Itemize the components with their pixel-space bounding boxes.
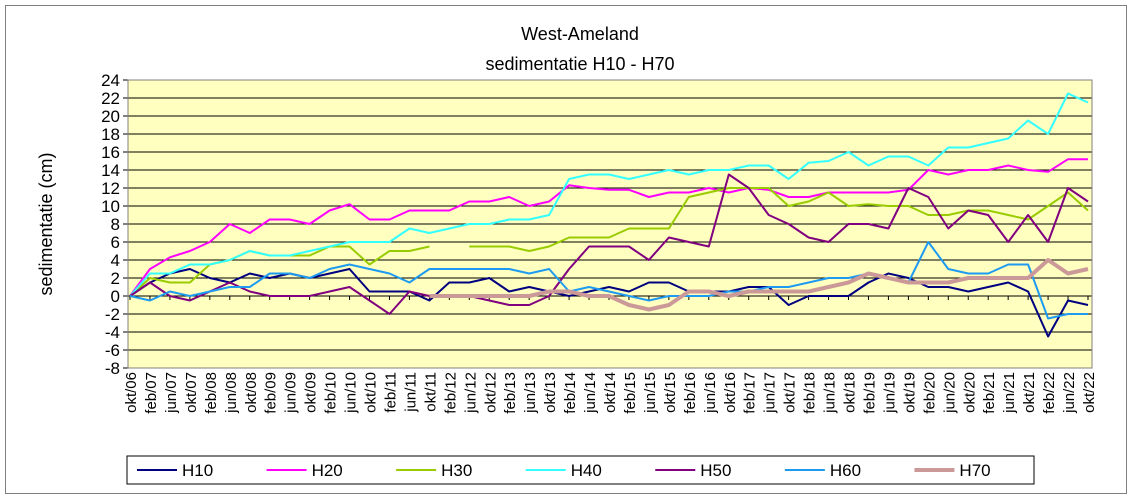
chart-subtitle: sedimentatie H10 - H70	[485, 54, 674, 74]
x-tick-label: jun/14	[582, 372, 599, 414]
x-tick-label: feb/15	[622, 372, 639, 414]
x-tick-label: jun/15	[642, 372, 659, 414]
x-tick-label: jun/19	[881, 372, 898, 414]
series-line	[129, 158, 1088, 297]
x-tick-label: jun/17	[762, 372, 779, 414]
x-tick-label: okt/13	[542, 372, 559, 413]
y-tick-label: 4	[111, 251, 120, 270]
x-tick-label: jun/13	[522, 372, 539, 414]
legend-label: H50	[700, 461, 731, 480]
y-tick-label: 20	[101, 107, 120, 126]
legend-label: H60	[830, 461, 861, 480]
y-tick-label: 12	[101, 179, 120, 198]
y-tick-label: 22	[101, 89, 120, 108]
x-tick-label: jun/08	[223, 372, 240, 414]
x-tick-label: feb/10	[323, 372, 340, 414]
x-tick-label: feb/19	[861, 372, 878, 414]
x-tick-label: jun/07	[163, 372, 180, 414]
x-tick-label: feb/12	[442, 372, 459, 414]
series-line	[129, 241, 1088, 320]
x-tick-label: okt/10	[363, 372, 380, 413]
x-tick-label: feb/07	[143, 372, 160, 414]
x-tick-label: feb/11	[382, 372, 399, 413]
y-tick-label: 24	[101, 71, 120, 90]
series-line	[129, 173, 1089, 315]
y-tick-label: 14	[101, 161, 120, 180]
y-tick-label: 6	[111, 233, 120, 252]
x-tick-label: feb/17	[742, 372, 759, 414]
x-tick-label: okt/15	[662, 372, 679, 413]
x-tick-label: jun/11	[402, 372, 419, 413]
y-tick-label: -8	[105, 359, 120, 378]
y-tick-label: 8	[111, 215, 120, 234]
x-tick-label: okt/20	[961, 372, 978, 413]
x-tick-label: okt/12	[482, 372, 499, 413]
x-tick-label: feb/09	[263, 372, 280, 414]
y-axis-label: sedimentatie (cm)	[36, 152, 56, 295]
x-tick-label: okt/21	[1021, 372, 1038, 413]
x-tick-label: feb/20	[921, 372, 938, 414]
x-tick-label: feb/16	[682, 372, 699, 414]
x-tick-label: jun/20	[941, 372, 958, 414]
legend-label: H40	[571, 461, 602, 480]
legend-label: H20	[312, 461, 343, 480]
x-tick-label: okt/08	[243, 372, 260, 413]
x-tick-label: feb/18	[802, 372, 819, 414]
x-tick-label: okt/06	[123, 372, 140, 413]
x-tick-label: jun/16	[702, 372, 719, 414]
x-tick-label: okt/14	[602, 372, 619, 413]
x-tick-label: jun/18	[822, 372, 839, 414]
x-tick-label: jun/09	[283, 372, 300, 414]
x-tick-label: okt/07	[183, 372, 200, 413]
y-tick-label: -4	[105, 323, 120, 342]
series-line	[129, 92, 1089, 297]
y-tick-label: -2	[105, 305, 120, 324]
legend-label: H10	[182, 461, 213, 480]
x-tick-label: feb/14	[562, 372, 579, 414]
y-tick-label: 2	[111, 269, 120, 288]
x-tick-label: feb/08	[203, 372, 220, 414]
x-tick-label: okt/16	[722, 372, 739, 413]
x-tick-label: feb/13	[502, 372, 519, 414]
x-tick-label: feb/21	[981, 372, 998, 414]
x-tick-label: feb/22	[1041, 372, 1058, 414]
x-tick-label: jun/21	[1001, 372, 1018, 414]
y-tick-label: 16	[101, 143, 120, 162]
x-tick-label: jun/10	[343, 372, 360, 414]
x-tick-label: okt/22	[1081, 372, 1098, 413]
y-tick-label: 10	[101, 197, 120, 216]
chart-title: West-Ameland	[521, 24, 639, 44]
x-tick-label: jun/12	[462, 372, 479, 414]
x-tick-label: okt/09	[303, 372, 320, 413]
y-tick-label: -6	[105, 341, 120, 360]
legend-label: H30	[441, 461, 472, 480]
x-tick-label: okt/11	[422, 372, 439, 412]
legend-label: H70	[959, 461, 990, 480]
x-tick-label: jun/22	[1061, 372, 1078, 414]
series-line	[429, 258, 1089, 312]
plot-border	[127, 79, 1093, 369]
x-tick-label: okt/18	[842, 372, 859, 413]
y-tick-label: 18	[101, 125, 120, 144]
y-tick-label: 0	[111, 287, 120, 306]
x-tick-label: okt/17	[782, 372, 799, 413]
x-tick-label: okt/19	[901, 372, 918, 413]
